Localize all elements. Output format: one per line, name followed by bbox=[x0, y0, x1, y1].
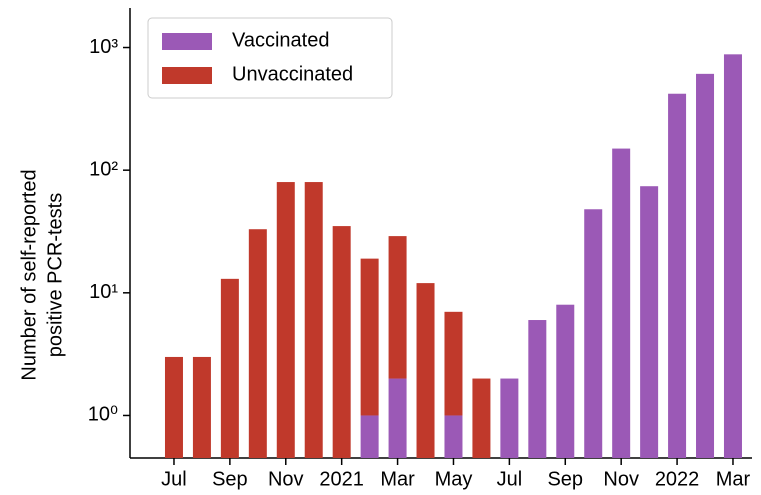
x-tick-label: May bbox=[435, 468, 473, 490]
bar bbox=[220, 278, 239, 458]
bar bbox=[612, 148, 631, 458]
bar bbox=[668, 93, 687, 458]
legend-swatch bbox=[162, 67, 212, 84]
bar bbox=[696, 73, 715, 459]
bar bbox=[360, 415, 379, 458]
y-label-line: Number of self-reported bbox=[18, 169, 40, 380]
bar bbox=[388, 378, 407, 458]
bar bbox=[444, 311, 463, 416]
bar bbox=[444, 415, 463, 458]
x-tick-label: Jul bbox=[161, 468, 187, 490]
x-tick-label: Sep bbox=[547, 468, 583, 490]
bar bbox=[304, 182, 323, 458]
legend-label: Vaccinated bbox=[232, 29, 329, 51]
bar bbox=[276, 182, 295, 458]
bar bbox=[164, 356, 183, 458]
y-label-line: positive PCR-tests bbox=[44, 193, 66, 358]
bar bbox=[360, 258, 379, 416]
bar bbox=[640, 186, 659, 459]
x-tick-label: Sep bbox=[212, 468, 248, 490]
bar bbox=[500, 378, 519, 458]
x-tick-label: 2021 bbox=[319, 468, 364, 490]
bar bbox=[192, 356, 211, 458]
x-tick-label: Mar bbox=[380, 468, 415, 490]
y-tick-label: 10⁰ bbox=[88, 404, 118, 426]
bar bbox=[556, 304, 575, 458]
legend-swatch bbox=[162, 33, 212, 50]
y-tick-label: 10² bbox=[89, 158, 118, 180]
x-tick-label: 2022 bbox=[655, 468, 700, 490]
y-tick-label: 10¹ bbox=[89, 281, 118, 303]
bar bbox=[584, 209, 603, 458]
bar bbox=[388, 236, 407, 379]
legend: Vaccinated Unvaccinated bbox=[147, 17, 393, 99]
bar bbox=[416, 283, 435, 458]
legend-label: Unvaccinated bbox=[232, 63, 353, 85]
x-tick-label: Jul bbox=[497, 468, 523, 490]
bar bbox=[528, 320, 547, 458]
bars bbox=[164, 54, 742, 459]
x-tick-label: Mar bbox=[716, 468, 751, 490]
y-label: Number of self-reported positive PCR-tes… bbox=[18, 169, 66, 380]
bar bbox=[248, 229, 267, 458]
bar bbox=[723, 54, 742, 459]
y-tick-label: 10³ bbox=[89, 36, 118, 58]
bar bbox=[332, 226, 351, 458]
x-tick-label: Nov bbox=[268, 468, 304, 490]
bar bbox=[472, 378, 491, 458]
x-tick-label: Nov bbox=[603, 468, 639, 490]
